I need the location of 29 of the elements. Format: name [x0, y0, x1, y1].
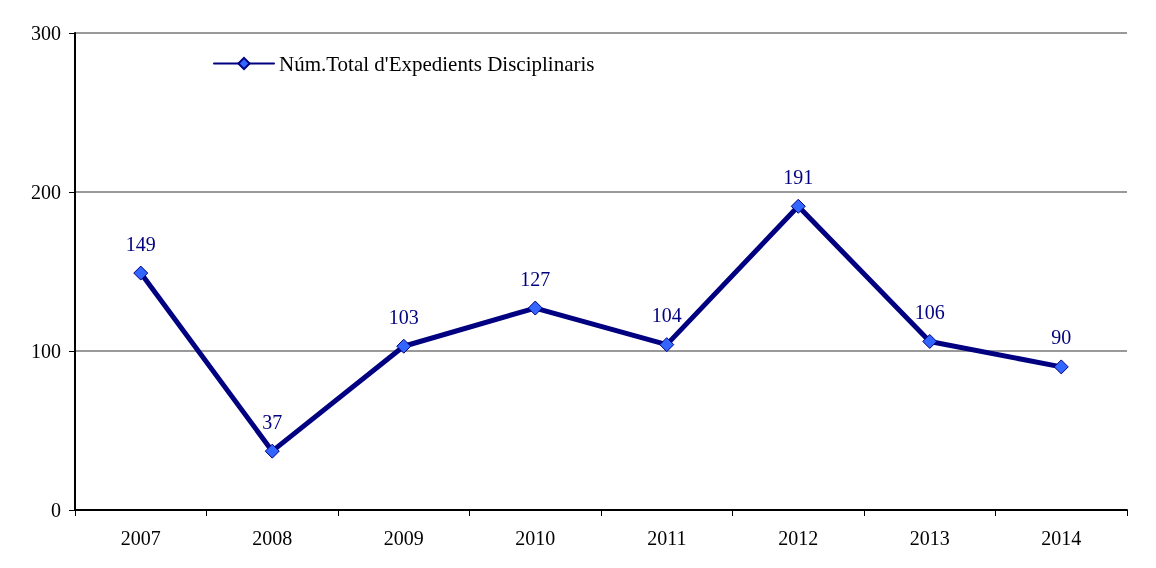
- point: [659, 337, 675, 353]
- point: [264, 443, 280, 459]
- x-tick-label: 2012: [778, 527, 819, 549]
- y-tick-label: 300: [31, 22, 61, 44]
- data-label: 104: [651, 304, 682, 327]
- data-label: 37: [262, 410, 283, 433]
- x-tick-label: 2013: [909, 527, 950, 549]
- x-tick-label: 2008: [252, 527, 293, 549]
- y-tick-label: 100: [31, 340, 61, 362]
- data-label: 149: [125, 232, 156, 255]
- data-label: 106: [914, 300, 945, 323]
- data-label: 103: [388, 305, 419, 328]
- data-label: 90: [1051, 326, 1072, 349]
- point: [922, 333, 938, 349]
- x-tick-label: 2014: [1041, 527, 1082, 549]
- y-tick-label: 200: [31, 181, 61, 203]
- y-tick-label: 0: [51, 499, 61, 521]
- point: [396, 338, 412, 354]
- point: [527, 300, 543, 316]
- point: [790, 198, 806, 214]
- legend-label: Núm.Total d'Expedients Disciplinaris: [279, 51, 595, 76]
- data-label: 191: [783, 165, 814, 188]
- x-tick-label: 2007: [120, 527, 161, 549]
- point: [133, 265, 149, 281]
- data-label: 127: [520, 267, 551, 290]
- point: [1053, 359, 1069, 375]
- x-tick-label: 2011: [647, 527, 687, 549]
- x-tick-label: 2009: [383, 527, 424, 549]
- x-tick-label: 2010: [515, 527, 556, 549]
